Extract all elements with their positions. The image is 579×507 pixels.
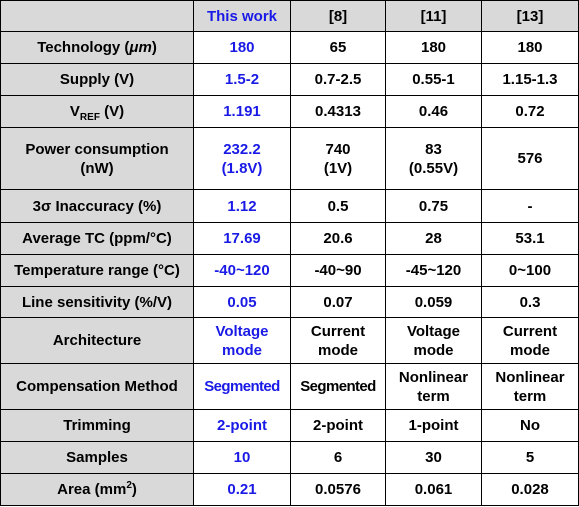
label-part: μm [129, 39, 152, 56]
table-cell: 0.059 [385, 286, 482, 318]
table-row: Line sensitivity (%/V) 0.05 0.07 0.059 0.3 [0, 286, 579, 318]
label-part: Technology ( [37, 39, 130, 56]
table-cell: 1.5-2 [193, 63, 291, 96]
table-row: Area (mm2) 0.21 0.0576 0.061 0.028 [0, 473, 579, 506]
table-cell: 2-point [193, 409, 291, 442]
label-part: ) [151, 39, 157, 56]
table-row: Technology (μm) 180 65 180 180 [0, 31, 579, 64]
row-label: Power consumption (nW) [0, 127, 194, 190]
table-cell: 0.55-1 [385, 63, 482, 96]
table-cell: 232.2 (1.8V) [193, 127, 291, 190]
table-cell: 0.46 [385, 95, 482, 128]
table-cell: Segmented [290, 363, 386, 410]
row-label: Line sensitivity (%/V) [0, 286, 194, 318]
table-row: Average TC (ppm/°C) 17.69 20.6 28 53.1 [0, 222, 579, 255]
table-cell: 0~100 [481, 254, 579, 287]
table-cell: 30 [385, 441, 482, 474]
label-part: ) [131, 481, 137, 498]
table-row: Compensation Method Segmented Segmented Non… [0, 363, 579, 410]
table-cell: Segmented [193, 363, 291, 410]
table-cell: 0.75 [385, 189, 482, 223]
column-header: [8] [290, 0, 386, 32]
table-cell: 10 [193, 441, 291, 474]
table-cell: 2-point [290, 409, 386, 442]
table-cell: 20.6 [290, 222, 386, 255]
table-cell: 65 [290, 31, 386, 64]
table-cell: Voltage mode [193, 317, 291, 364]
table-cell: 576 [481, 127, 579, 190]
label-part: Area (mm [57, 481, 127, 498]
header-row: This work [8] [11] [13] [0, 0, 579, 32]
row-label: Technology (μm) [0, 31, 194, 64]
column-header: [13] [481, 0, 579, 32]
row-label: Temperature range (°C) [0, 254, 194, 287]
table-cell: Voltage mode [385, 317, 482, 364]
row-label: Trimming [0, 409, 194, 442]
table-cell: 83 (0.55V) [385, 127, 482, 190]
table-cell: -40~120 [193, 254, 291, 287]
table-cell: 180 [385, 31, 482, 64]
table-row: 3σ Inaccuracy (%) 1.12 0.5 0.75- [0, 189, 579, 223]
table-cell: 0.72 [481, 95, 579, 128]
table-cell: Nonlinear term [481, 363, 579, 410]
row-label: Area (mm2) [0, 473, 194, 506]
row-label: VREF (V) [0, 95, 194, 128]
table-cell: 0.061 [385, 473, 482, 506]
label-part: (V) [99, 103, 125, 120]
table-row: Samples 10 6 30 5 [0, 441, 579, 474]
column-header: [11] [385, 0, 482, 32]
table-cell: 1.12 [193, 189, 291, 223]
table-cell: 0.3 [481, 286, 579, 318]
table-cell: 0.4313 [290, 95, 386, 128]
table-cell: 0.5 [290, 189, 386, 223]
table-row: Architecture Voltage mode Current mode Volt… [0, 317, 579, 364]
table-cell: 0.05 [193, 286, 291, 318]
table-cell: Nonlinear term [385, 363, 482, 410]
row-label: Supply (V) [0, 63, 194, 96]
table-row: Power consumption (nW) 232.2 (1.8V) 740 (1… [0, 127, 579, 190]
table-cell: -40~90 [290, 254, 386, 287]
table-cell: 1.191 [193, 95, 291, 128]
table-row: Supply (V) 1.5-2 0.7-2.5 0.55-1 1.15-1.3 [0, 63, 579, 96]
table-cell: 180 [193, 31, 291, 64]
corner-cell [0, 0, 194, 32]
column-header: This work [193, 0, 291, 32]
table-cell: 17.69 [193, 222, 291, 255]
table-cell: 0.21 [193, 473, 291, 506]
table-cell: 6 [290, 441, 386, 474]
table-cell: 0.07 [290, 286, 386, 318]
table-row: Trimming 2-point 2-point 1-point No [0, 409, 579, 442]
table-cell: Current mode [481, 317, 579, 364]
table-cell: No [481, 409, 579, 442]
table-cell: 740 (1V) [290, 127, 386, 190]
table-row: Temperature range (°C) -40~120 -40~90 -45~1… [0, 254, 579, 287]
row-label: Average TC (ppm/°C) [0, 222, 194, 255]
table-cell: - [481, 189, 579, 223]
row-label: Samples [0, 441, 194, 474]
label-part: 2 [126, 480, 132, 491]
table-cell: 5 [481, 441, 579, 474]
table-cell: 53.1 [481, 222, 579, 255]
label-part: REF [79, 112, 100, 123]
table-cell: Current mode [290, 317, 386, 364]
row-label: Architecture [0, 317, 194, 364]
table-cell: 1-point [385, 409, 482, 442]
table-cell: -45~120 [385, 254, 482, 287]
table-cell: 0.7-2.5 [290, 63, 386, 96]
table-cell: 28 [385, 222, 482, 255]
row-label: 3σ Inaccuracy (%) [0, 189, 194, 223]
table-cell: 0.028 [481, 473, 579, 506]
table-cell: 0.0576 [290, 473, 386, 506]
table-row: VREF (V) 1.191 0.4313 0.46 0.72 [0, 95, 579, 128]
label-part: V [69, 103, 80, 120]
table-cell: 180 [481, 31, 579, 64]
table-cell: 1.15-1.3 [481, 63, 579, 96]
row-label: Compensation Method [0, 363, 194, 410]
